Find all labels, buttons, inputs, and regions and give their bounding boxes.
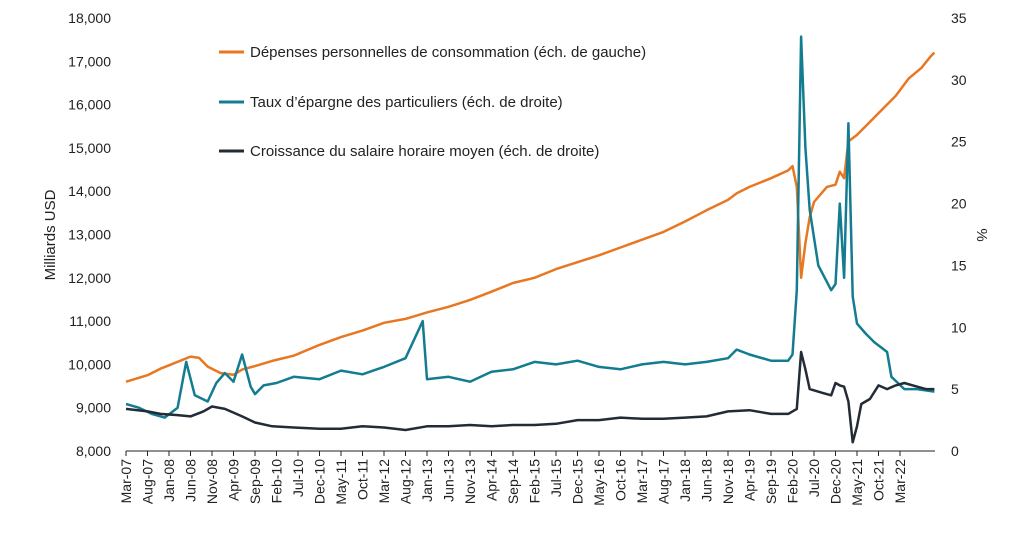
right-tick-label: 10 bbox=[951, 319, 967, 335]
left-axis-title: Milliards USD bbox=[42, 189, 59, 280]
legend-label-consumption: Dépenses personnelles de consommation (é… bbox=[250, 44, 646, 61]
x-tick-label: Sep-14 bbox=[505, 459, 521, 504]
legend-label-savings: Taux d’épargne des particuliers (éch. de… bbox=[250, 94, 563, 111]
legend: Dépenses personnelles de consommation (é… bbox=[219, 44, 646, 160]
x-tick-label: Jan-08 bbox=[161, 459, 177, 502]
left-tick-label: 14,000 bbox=[68, 183, 111, 199]
x-tick-label: Apr-14 bbox=[484, 459, 500, 501]
x-tick-label: Feb-15 bbox=[527, 459, 543, 504]
series-line-savings bbox=[125, 35, 935, 419]
x-tick-label: Jan-18 bbox=[677, 459, 693, 502]
x-tick-label: Nov-18 bbox=[720, 459, 736, 504]
left-tick-label: 11,000 bbox=[69, 313, 111, 329]
right-tick-label: 15 bbox=[951, 257, 967, 273]
right-axis-title: % bbox=[973, 228, 990, 241]
series-line-consumption bbox=[125, 51, 936, 383]
left-tick-label: 12,000 bbox=[68, 270, 111, 286]
x-tick-label: Sep-19 bbox=[763, 459, 779, 504]
right-tick-label: 25 bbox=[951, 134, 967, 150]
right-tick-label: 5 bbox=[951, 381, 959, 397]
series-layer bbox=[125, 35, 936, 444]
x-tick-label: Dec-15 bbox=[570, 459, 586, 504]
x-tick-label: Jun-08 bbox=[183, 459, 199, 502]
x-tick-label: Oct-16 bbox=[613, 459, 629, 501]
left-tick-label: 16,000 bbox=[68, 97, 111, 113]
x-tick-label: May-16 bbox=[591, 459, 607, 506]
x-tick-label: Aug-12 bbox=[398, 459, 414, 504]
legend-label-wage: Croissance du salaire horaire moyen (éch… bbox=[250, 143, 599, 160]
left-tick-label: 10,000 bbox=[68, 356, 111, 372]
x-tick-label: Oct-11 bbox=[355, 459, 371, 500]
x-tick-label: Aug-07 bbox=[140, 459, 156, 504]
x-tick-label: Jul-15 bbox=[548, 459, 564, 497]
series-line-wage bbox=[125, 350, 935, 444]
x-tick-label: Jul-10 bbox=[290, 459, 306, 497]
x-tick-label: Jun-18 bbox=[699, 459, 715, 502]
x-tick-label: Aug-17 bbox=[656, 459, 672, 504]
x-tick-label: Mar-17 bbox=[634, 459, 650, 504]
left-tick-label: 18,000 bbox=[68, 10, 111, 26]
x-tick-label: Nov-08 bbox=[204, 459, 220, 504]
x-tick-label: Mar-07 bbox=[118, 459, 134, 504]
x-axis-ticks: Mar-07 Aug-07 Jan-08 Jun-08 Nov-08 Apr-09 Sep-… bbox=[118, 451, 908, 506]
left-axis-ticks: 8,000 9,000 10,000 11,000 12,000 13,000 14,000… bbox=[68, 10, 111, 459]
left-tick-label: 13,000 bbox=[68, 227, 111, 243]
x-tick-label: Nov-13 bbox=[462, 459, 478, 504]
x-tick-label: Apr-09 bbox=[226, 459, 242, 501]
x-tick-label: Dec-10 bbox=[312, 459, 328, 504]
x-tick-label: May-21 bbox=[849, 459, 865, 506]
x-tick-label: Sep-09 bbox=[247, 459, 263, 504]
x-tick-label: Jan-13 bbox=[419, 459, 435, 502]
right-tick-label: 0 bbox=[951, 443, 959, 459]
x-tick-label: Mar-22 bbox=[892, 459, 908, 504]
left-tick-label: 15,000 bbox=[68, 140, 111, 156]
x-tick-label: Feb-10 bbox=[269, 459, 285, 504]
left-tick-label: 9,000 bbox=[76, 400, 111, 416]
right-tick-label: 35 bbox=[951, 10, 967, 26]
right-axis-ticks: 0 5 10 15 20 25 30 35 bbox=[951, 10, 967, 459]
x-tick-label: Feb-20 bbox=[785, 459, 801, 504]
x-tick-label: Dec-20 bbox=[828, 459, 844, 504]
left-tick-label: 17,000 bbox=[68, 53, 111, 69]
x-tick-label: Oct-21 bbox=[871, 459, 887, 501]
x-tick-label: May-11 bbox=[333, 459, 349, 505]
x-tick-label: Jul-20 bbox=[806, 459, 822, 497]
x-tick-label: Apr-19 bbox=[742, 459, 758, 501]
right-tick-label: 30 bbox=[951, 72, 967, 88]
right-tick-label: 20 bbox=[951, 196, 967, 212]
left-tick-label: 8,000 bbox=[76, 443, 111, 459]
x-tick-label: Jun-13 bbox=[441, 459, 457, 502]
x-tick-label: Mar-12 bbox=[376, 459, 392, 504]
